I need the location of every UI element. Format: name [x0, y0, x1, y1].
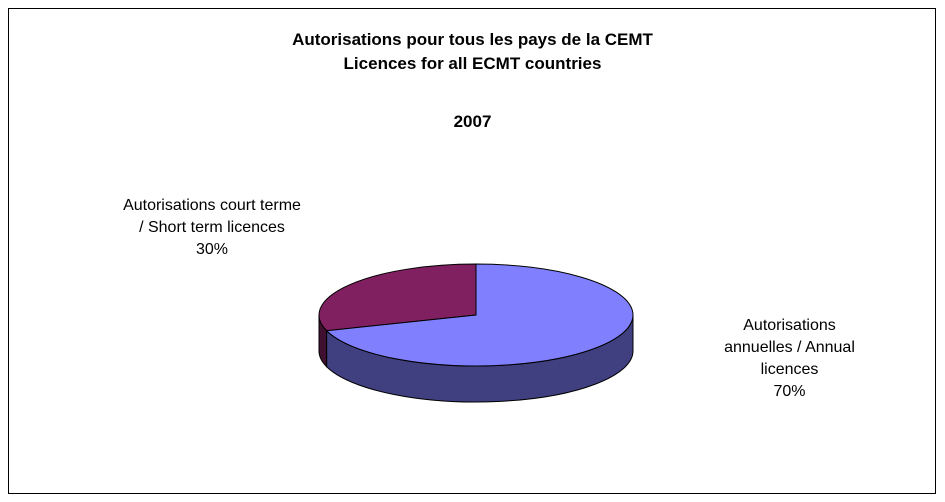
chart-subtitle: 2007 [453, 112, 492, 131]
label-value: 70% [773, 383, 806, 400]
chart-title: Autorisations pour tous les pays de la C… [292, 30, 653, 73]
data-label: Autorisations court terme / Short term l… [122, 195, 302, 261]
label-name: Autorisations annuelles / Annual licence… [724, 317, 855, 378]
slice [325, 263, 634, 367]
slice [318, 263, 477, 332]
data-label: Autorisations annuelles / Annual licence… [712, 315, 867, 403]
label-name: Autorisations court terme / Short term l… [123, 197, 301, 236]
label-value: 30% [195, 241, 229, 258]
chart-frame [8, 8, 936, 494]
